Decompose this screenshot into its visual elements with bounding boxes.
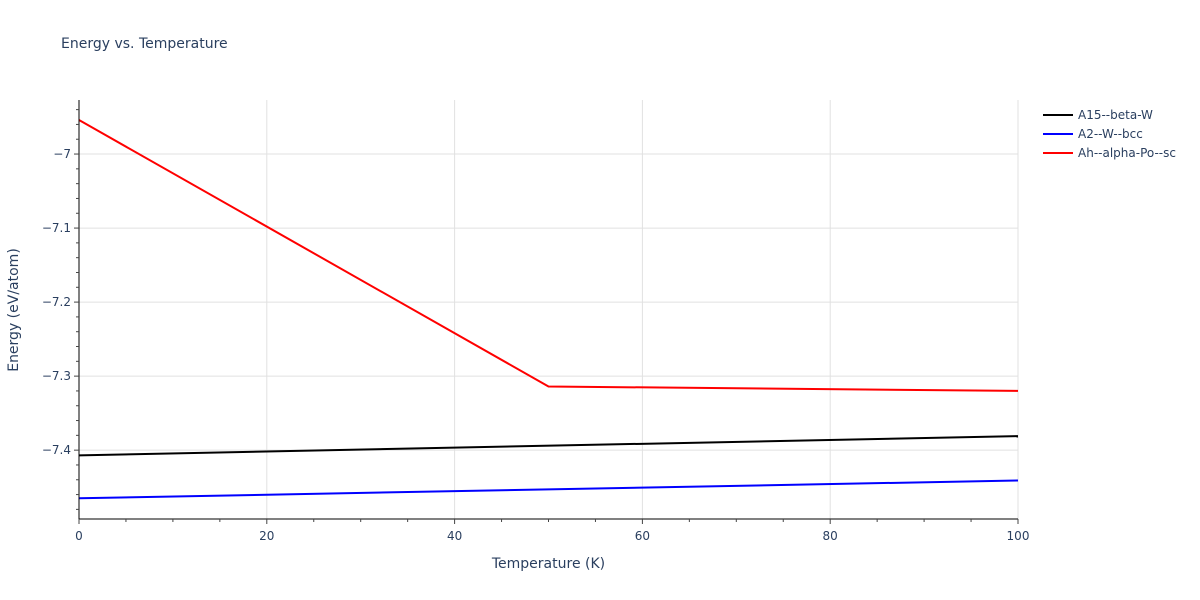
x-tick-label: 80 bbox=[823, 529, 838, 543]
legend-item-ah[interactable]: Ah--alpha-Po--sc bbox=[1043, 143, 1176, 162]
y-tick-label: −7.1 bbox=[42, 221, 71, 235]
legend-label: A15--beta-W bbox=[1078, 107, 1153, 122]
series-line bbox=[78, 119, 1019, 392]
y-axis-title: Energy (eV/atom) bbox=[6, 248, 22, 372]
legend-item-a2[interactable]: A2--W--bcc bbox=[1043, 124, 1176, 143]
legend-swatch-blue bbox=[1043, 132, 1073, 135]
y-tick-label: −7.2 bbox=[42, 295, 71, 309]
x-tick-label: 20 bbox=[259, 529, 274, 543]
chart-title: Energy vs. Temperature bbox=[61, 36, 228, 52]
legend-swatch-black bbox=[1043, 113, 1073, 116]
x-axis-title: Temperature (K) bbox=[491, 556, 605, 572]
x-tick-label: 40 bbox=[447, 529, 462, 543]
y-tick-label: −7 bbox=[53, 147, 71, 161]
series-line bbox=[78, 479, 1019, 500]
legend-swatch-red bbox=[1043, 151, 1073, 154]
x-tick-label: 60 bbox=[635, 529, 650, 543]
legend-label: Ah--alpha-Po--sc bbox=[1078, 145, 1176, 160]
series-line bbox=[78, 435, 1019, 457]
legend-item-a15[interactable]: A15--beta-W bbox=[1043, 105, 1176, 124]
y-tick-label: −7.3 bbox=[42, 369, 71, 383]
legend-label: A2--W--bcc bbox=[1078, 126, 1143, 141]
x-tick-label: 100 bbox=[1007, 529, 1030, 543]
legend: A15--beta-W A2--W--bcc Ah--alpha-Po--sc bbox=[1043, 105, 1176, 162]
y-tick-label: −7.4 bbox=[42, 443, 71, 457]
x-tick-label: 0 bbox=[75, 529, 83, 543]
